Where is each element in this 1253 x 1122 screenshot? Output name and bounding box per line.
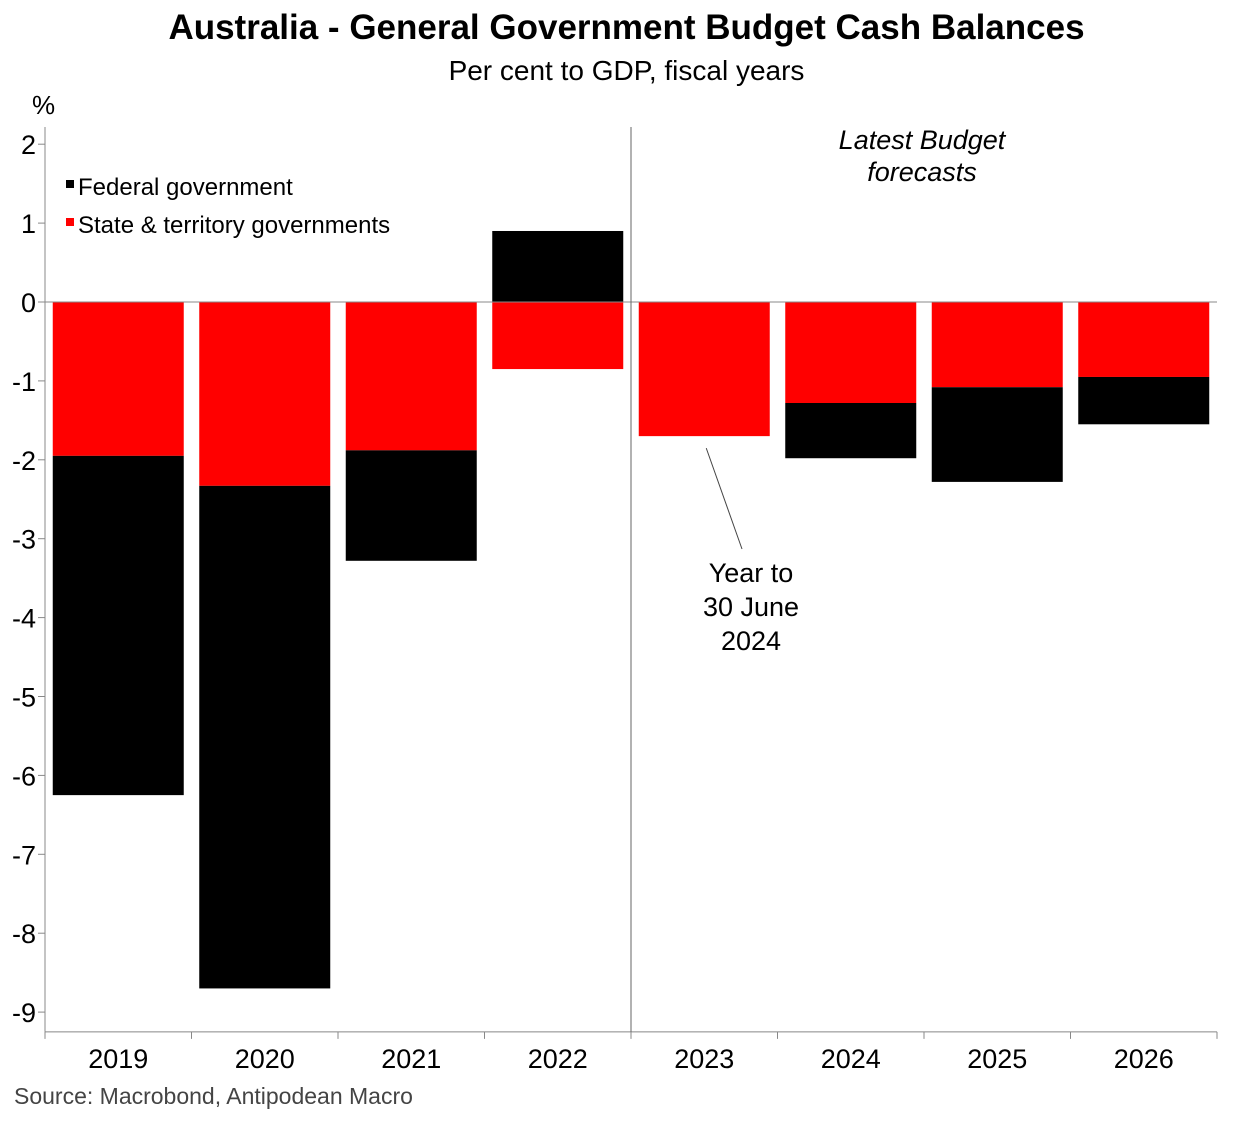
y-tick-label: -8 — [12, 919, 36, 949]
bar-state-2024 — [785, 302, 917, 403]
legend-label: State & territory governments — [78, 212, 390, 239]
bar-federal-2024 — [785, 402, 917, 459]
forecast-label-line: Latest Budget — [839, 125, 1007, 155]
y-tick-label: -7 — [12, 840, 36, 870]
year-note-line: Year to — [709, 558, 794, 588]
chart-subtitle: Per cent to GDP, fiscal years — [448, 55, 805, 86]
bar-federal-2026 — [1078, 376, 1210, 425]
y-axis-unit: % — [32, 90, 56, 120]
bar-federal-2019 — [52, 455, 184, 796]
y-tick-label: -6 — [12, 761, 36, 791]
y-tick-label: -4 — [12, 604, 36, 634]
bar-state-2023 — [638, 302, 770, 437]
y-tick-label: -3 — [12, 525, 36, 555]
legend-swatch — [66, 218, 74, 226]
y-tick-label: -2 — [12, 446, 36, 476]
source-note: Source: Macrobond, Antipodean Macro — [14, 1083, 413, 1109]
chart-title: Australia - General Government Budget Ca… — [168, 8, 1085, 47]
y-tick-label: -9 — [12, 998, 36, 1028]
y-tick-label: 2 — [21, 130, 36, 160]
bar-federal-2021 — [345, 450, 477, 561]
bar-state-2026 — [1078, 302, 1210, 377]
forecast-label-line: forecasts — [867, 157, 977, 187]
bar-state-2021 — [345, 302, 477, 451]
y-tick-label: -1 — [12, 367, 36, 397]
bar-federal-2020 — [199, 485, 331, 989]
bar-state-2022 — [492, 302, 624, 370]
y-tick-label: 1 — [21, 209, 36, 239]
legend-swatch — [66, 180, 74, 188]
y-tick-label: -5 — [12, 683, 36, 713]
bar-federal-2025 — [931, 387, 1063, 482]
x-tick-label: 2026 — [1114, 1044, 1174, 1074]
x-tick-label: 2019 — [88, 1044, 148, 1074]
x-tick-label: 2025 — [967, 1044, 1027, 1074]
x-tick-label: 2021 — [381, 1044, 441, 1074]
x-tick-label: 2023 — [674, 1044, 734, 1074]
y-tick-label: 0 — [21, 288, 36, 318]
x-tick-label: 2024 — [821, 1044, 881, 1074]
bar-federal-2022 — [492, 230, 624, 302]
year-note-line: 2024 — [721, 626, 781, 656]
year-note-line: 30 June — [703, 592, 799, 622]
bar-state-2025 — [931, 302, 1063, 388]
x-tick-label: 2020 — [235, 1044, 295, 1074]
year-note-leader — [705, 447, 743, 550]
legend-label: Federal government — [78, 174, 293, 201]
x-tick-label: 2022 — [528, 1044, 588, 1074]
bar-state-2019 — [52, 302, 184, 456]
bar-state-2020 — [199, 302, 331, 486]
